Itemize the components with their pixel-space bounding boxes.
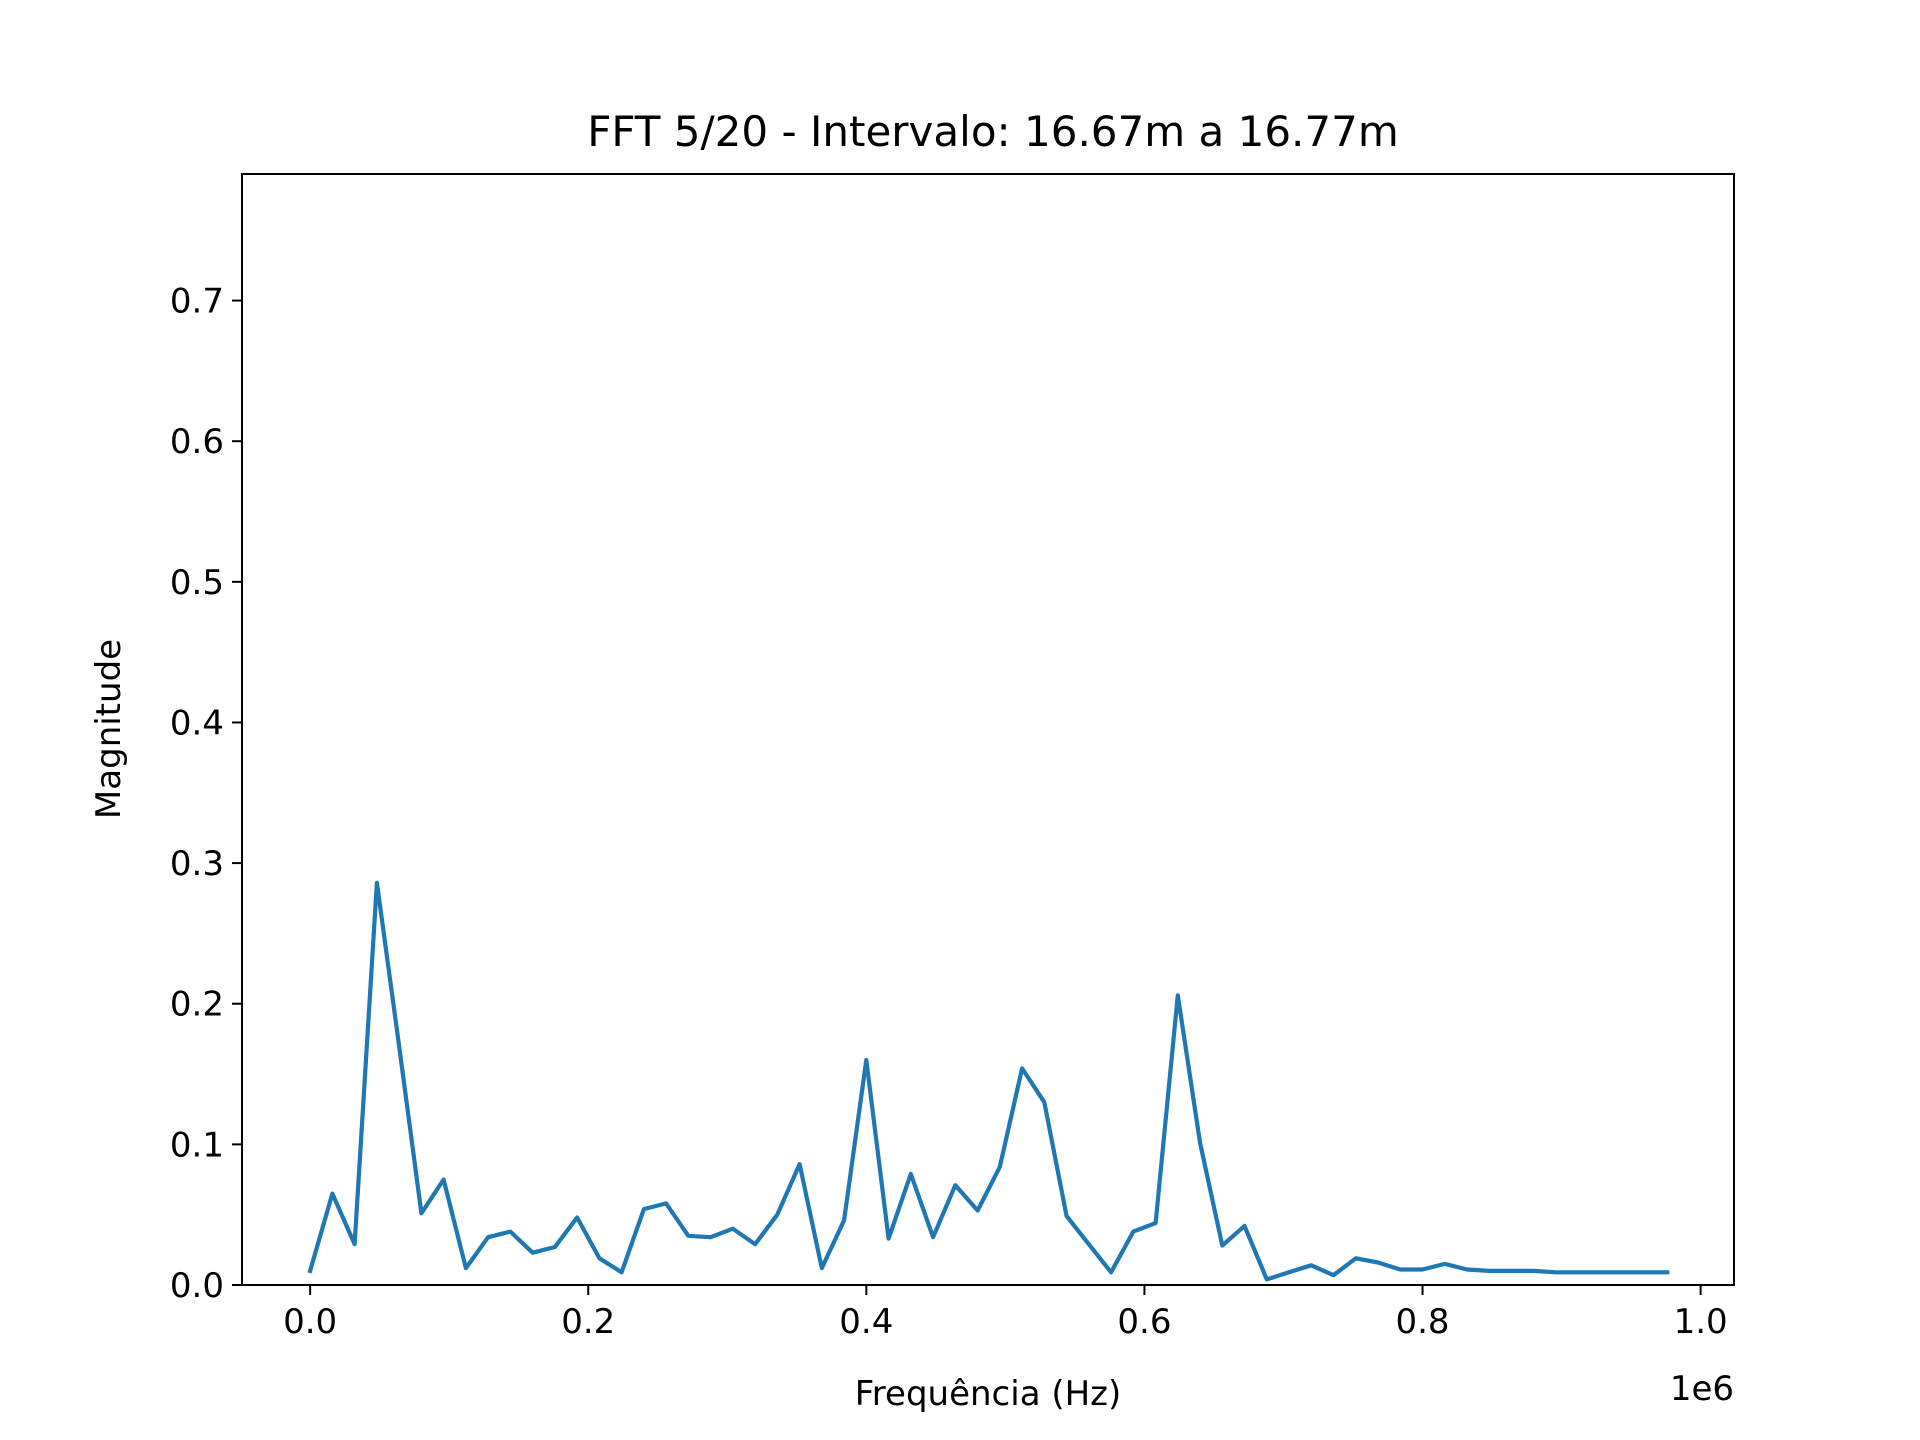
chart-title: FFT 5/20 - Intervalo: 16.67m a 16.77m (587, 107, 1399, 156)
y-tick-label: 0.5 (170, 563, 224, 603)
plot-area (241, 173, 1735, 1286)
x-tick-label: 0.2 (561, 1302, 615, 1342)
y-tick-label: 0.2 (170, 985, 224, 1025)
y-tick-label: 0.3 (170, 844, 224, 884)
y-axis-ticks: 0.0 0.1 0.2 0.3 0.4 0.5 0.6 0.7 (170, 282, 242, 1306)
plot-background (242, 174, 1734, 1285)
x-tick-label: 0.6 (1117, 1302, 1171, 1342)
plot-frame (241, 173, 1735, 1286)
y-axis-label: Magnitude (89, 639, 129, 819)
x-axis-offset-label: 1e6 (1670, 1369, 1734, 1409)
y-tick-label: 0.1 (170, 1125, 224, 1165)
x-tick-label: 0.8 (1395, 1302, 1449, 1342)
y-tick-label: 0.0 (170, 1266, 224, 1306)
x-tick-label: 0.0 (283, 1302, 337, 1342)
y-tick-label: 0.4 (170, 703, 224, 743)
y-tick-label: 0.6 (170, 422, 224, 462)
x-tick-label: 1.0 (1674, 1302, 1728, 1342)
x-axis-label: Frequência (Hz) (855, 1374, 1122, 1414)
x-tick-label: 0.4 (839, 1302, 893, 1342)
y-tick-label: 0.7 (170, 282, 224, 322)
x-axis-ticks: 0.0 0.2 0.4 0.6 0.8 1.0 (283, 1285, 1728, 1342)
series-line (307, 880, 1670, 1282)
